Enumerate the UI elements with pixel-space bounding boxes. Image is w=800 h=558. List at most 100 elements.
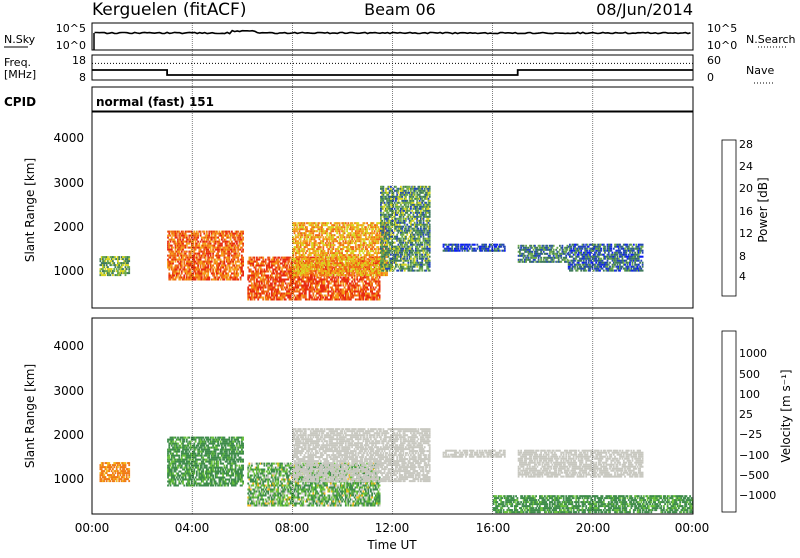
power-echo-cell-2: [348, 282, 351, 285]
power-echo-cell-3: [324, 230, 327, 233]
power-echo-cell-2: [306, 260, 308, 263]
power-echo-cell-2: [281, 286, 283, 289]
power-echo-cell-1: [185, 230, 188, 233]
power-echo-cell-2: [284, 286, 287, 289]
power-echo-cell-3: [380, 250, 382, 253]
power-echo-cell-3: [363, 242, 366, 245]
power-echo-cell-2: [249, 270, 252, 273]
power-echo-cell-0: [107, 270, 109, 273]
power-echo-cell-0: [100, 268, 103, 271]
power-echo-cell-2: [319, 276, 322, 279]
power-echo-cell-3: [304, 266, 307, 269]
power-echo-cell-1: [207, 254, 209, 257]
power-echo-cell-2: [373, 292, 376, 295]
power-echo-cell-1: [231, 242, 233, 245]
power-echo-cell-3: [328, 232, 331, 235]
power-echo-cell-3: [368, 234, 371, 237]
power-echo-cell-2: [263, 284, 266, 287]
power-echo-cell-3: [323, 238, 326, 241]
power-echo-cell-2: [277, 290, 280, 293]
power-echo-cell-4: [402, 259, 405, 262]
power-echo-cell-1: [224, 256, 227, 259]
power-echo-cell-3: [342, 224, 345, 227]
power-echo-cell-1: [174, 266, 177, 269]
power-echo-cell-1: [188, 236, 191, 239]
power-echo-cell-2: [339, 280, 342, 283]
power-echo-cell-1: [189, 274, 192, 277]
power-echo-cell-2: [317, 276, 320, 279]
power-echo-cell-1: [210, 278, 213, 281]
power-echo-cell-3: [317, 222, 320, 225]
power-echo-cell-4: [398, 263, 401, 266]
power-echo-cell-2: [258, 294, 261, 297]
power-echo-cell-1: [236, 232, 238, 235]
power-echo-cell-2: [362, 298, 365, 301]
power-echo-cell-4: [402, 241, 405, 244]
power-echo-cell-3: [339, 226, 342, 229]
power-echo-cell-4: [398, 195, 401, 198]
power-echo-cell-3: [308, 254, 311, 257]
power-echo-cell-0: [108, 274, 111, 277]
power-echo-cell-1: [203, 254, 206, 257]
power-echo-cell-1: [189, 262, 192, 265]
power-echo-cell-2: [262, 270, 265, 273]
power-echo-cell-2: [252, 272, 255, 275]
power-echo-cell-4: [380, 221, 382, 224]
power-echo-cell-2: [332, 288, 335, 291]
power-echo-cell-3: [316, 248, 318, 251]
power-echo-cell-1: [175, 272, 178, 275]
power-echo-cell-3: [338, 232, 341, 235]
power-echo-cell-2: [283, 294, 286, 297]
power-echo-cell-1: [213, 274, 216, 277]
power-echo-cell-1: [195, 274, 198, 277]
power-echo-cell-1: [185, 254, 188, 257]
power-echo-cell-3: [324, 244, 327, 247]
power-echo-cell-3: [347, 222, 350, 225]
power-echo-cell-1: [195, 256, 198, 259]
power-echo-cell-0: [108, 258, 111, 261]
power-echo-cell-1: [222, 254, 224, 257]
power-echo-cell-4: [397, 243, 400, 246]
power-echo-cell-2: [266, 280, 268, 283]
power-echo-cell-2: [267, 264, 270, 267]
power-echo-cell-2: [352, 278, 355, 281]
power-echo-cell-1: [242, 238, 244, 241]
power-echo-cell-3: [317, 268, 320, 271]
power-echo-cell-2: [294, 296, 297, 299]
power-echo-cell-3: [371, 242, 373, 245]
power-echo-cell-3: [308, 264, 311, 267]
power-echo-cell-4: [380, 213, 382, 216]
power-echo-cell-3: [337, 248, 340, 251]
power-echo-cell-3: [376, 254, 378, 257]
power-echo-cell-1: [184, 256, 187, 259]
power-echo-cell-1: [180, 230, 183, 233]
power-echo-cell-3: [313, 226, 316, 229]
power-echo-cell-2: [306, 256, 308, 259]
power-echo-cell-2: [306, 288, 308, 291]
power-echo-cell-2: [267, 256, 270, 259]
power-echo-cell-2: [277, 256, 280, 259]
power-echo-cell-3: [332, 256, 335, 259]
power-echo-cell-3: [323, 252, 326, 255]
power-echo-cell-4: [393, 261, 396, 264]
power-echo-cell-3: [367, 266, 370, 269]
power-echo-cell-3: [356, 264, 358, 267]
power-echo-cell-2: [271, 258, 273, 261]
power-echo-cell-1: [234, 266, 237, 269]
power-echo-cell-1: [197, 266, 199, 269]
power-echo-cell-3: [371, 240, 373, 243]
power-echo-cell-3: [324, 238, 327, 241]
power-echo-cell-1: [189, 260, 192, 263]
power-echo-cell-1: [195, 236, 198, 239]
power-echo-cell-4: [383, 235, 386, 238]
power-echo-cell-4: [387, 195, 390, 198]
power-echo-cell-1: [188, 252, 191, 255]
power-echo-cell-2: [316, 276, 318, 279]
power-echo-cell-4: [396, 195, 399, 198]
power-echo-cell-2: [361, 260, 363, 263]
power-echo-cell-3: [361, 274, 363, 277]
power-echo-cell-1: [204, 278, 207, 281]
power-echo-cell-1: [205, 236, 208, 239]
power-echo-cell-3: [377, 246, 380, 249]
power-echo-cell-4: [391, 209, 393, 212]
